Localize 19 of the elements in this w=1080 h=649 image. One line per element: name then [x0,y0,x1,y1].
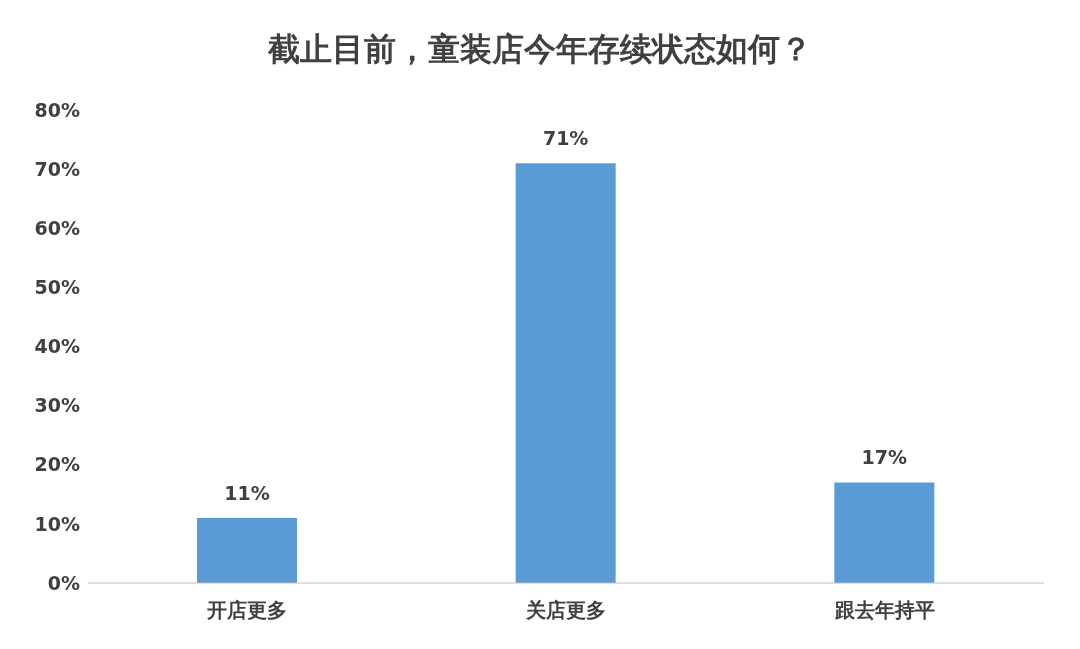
chart-title: 截止目前，童装店今年存续状态如何？ [267,29,813,70]
data-label: 17% [861,446,908,469]
y-tick-label: 30% [34,394,80,417]
y-tick-label: 60% [34,216,80,239]
bar [197,517,297,583]
y-tick-label: 20% [34,453,80,476]
y-tick-label: 40% [34,335,80,358]
data-label: 11% [224,481,270,504]
y-tick-label: 10% [34,512,80,535]
y-tick-label: 0% [47,571,80,594]
y-tick-label: 70% [34,157,80,180]
x-tick-label: 开店更多 [206,598,288,623]
y-tick-label: 50% [34,276,80,299]
data-label: 71% [542,127,589,150]
y-tick-label: 80% [34,98,80,121]
x-tick-label: 跟去年持平 [833,598,935,623]
bar [515,163,616,583]
x-tick-label: 关店更多 [525,598,606,623]
bar [834,482,935,583]
